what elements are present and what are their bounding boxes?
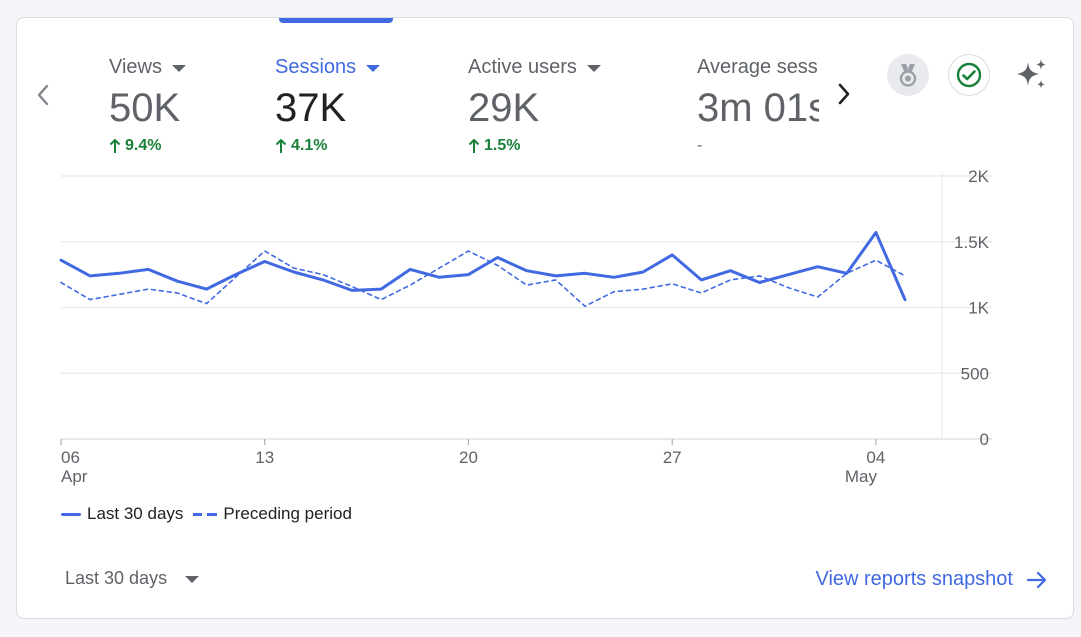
chevron-left-icon xyxy=(37,84,49,106)
metric-value: 37K xyxy=(275,86,347,130)
arrow-up-icon xyxy=(275,138,287,153)
legend-item-last-30-days: Last 30 days xyxy=(61,504,183,524)
view-reports-snapshot-link[interactable]: View reports snapshot xyxy=(815,568,1047,591)
status-check-button[interactable] xyxy=(948,54,990,96)
x-tick-label: 27 xyxy=(663,448,682,467)
legend-solid-swatch xyxy=(61,512,81,516)
caret-down-icon xyxy=(366,64,381,72)
sparkle-icon xyxy=(1017,59,1046,89)
y-tick-label: 2K xyxy=(968,167,989,186)
metric-label: Active users xyxy=(468,55,577,78)
chevron-right-icon xyxy=(838,83,850,105)
achievements-button[interactable] xyxy=(887,54,929,96)
caret-down-icon xyxy=(586,64,601,72)
x-tick-label: 06 xyxy=(61,448,80,467)
x-tick-label: 04 xyxy=(866,448,885,467)
metric-tab-active-users[interactable]: Active users 29K 1.5% xyxy=(468,52,601,172)
caret-down-icon xyxy=(172,64,186,72)
x-tick-label: 20 xyxy=(459,448,478,467)
metric-tab-average-session-duration[interactable]: Average session duration 3m 01s - xyxy=(697,52,819,172)
date-range-dropdown[interactable]: Last 30 days xyxy=(65,568,200,589)
caret-down-icon xyxy=(185,576,200,583)
arrow-right-icon xyxy=(1027,571,1047,588)
legend-label: Last 30 days xyxy=(87,504,184,523)
legend-item-preceding-period: Preceding period xyxy=(193,504,352,524)
chart-legend: Last 30 days Preceding period xyxy=(61,504,354,524)
check-circle-icon xyxy=(956,62,982,88)
y-tick-label: 500 xyxy=(961,364,989,383)
metric-value: 29K xyxy=(468,86,540,130)
y-tick-label: 1.5K xyxy=(954,233,990,252)
metric-change: - xyxy=(697,137,703,154)
x-tick-label: 13 xyxy=(255,448,274,467)
metric-label: Sessions xyxy=(275,55,357,78)
y-tick-label: 0 xyxy=(980,430,989,449)
metric-change: 4.1% xyxy=(275,136,380,156)
snapshot-link-label: View reports snapshot xyxy=(815,568,1013,590)
metric-label: Views xyxy=(109,55,162,78)
metric-tab-sessions[interactable]: Sessions 37K 4.1% xyxy=(275,52,381,172)
legend-dashed-swatch xyxy=(193,512,218,516)
legend-label: Preceding period xyxy=(223,504,352,523)
analytics-overview-card: Views 50K 9.4% Sessions 37K 4.1% Active … xyxy=(16,17,1074,619)
series-line-preceding-period xyxy=(60,250,906,308)
active-tab-indicator xyxy=(279,18,393,23)
medal-icon xyxy=(899,64,917,87)
arrow-up-icon xyxy=(109,138,121,153)
metric-change: 1.5% xyxy=(468,136,601,156)
metric-label: Average session duration xyxy=(697,55,819,78)
y-tick-label: 1K xyxy=(968,299,989,318)
metric-value: 50K xyxy=(109,86,181,130)
prev-metrics-button[interactable] xyxy=(31,80,55,110)
insights-button[interactable] xyxy=(1011,54,1053,96)
metric-change: 9.4% xyxy=(109,136,186,156)
date-range-label: Last 30 days xyxy=(65,568,168,588)
next-metrics-button[interactable] xyxy=(830,78,858,110)
series-line-last-30-days xyxy=(59,231,907,302)
metric-value: 3m 01s xyxy=(697,86,819,130)
arrow-up-icon xyxy=(468,138,480,153)
x-tick-month-label: Apr xyxy=(61,467,88,486)
metric-tab-views[interactable]: Views 50K 9.4% xyxy=(109,52,186,172)
x-tick-month-label: May xyxy=(845,467,878,486)
